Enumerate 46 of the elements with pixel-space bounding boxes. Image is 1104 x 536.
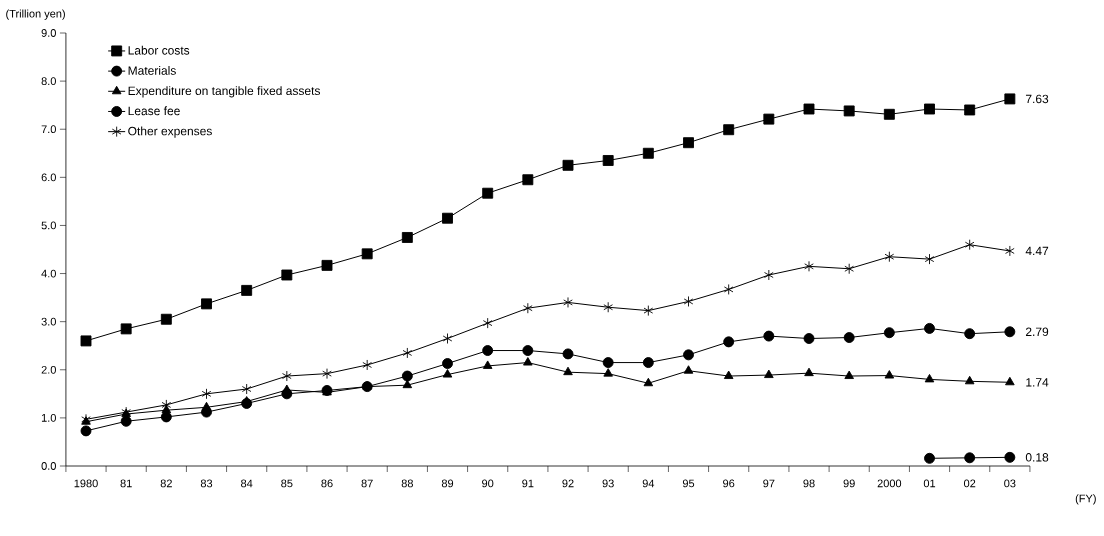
y-tick-label: 0.0 xyxy=(41,462,56,470)
y-tick-label: 3.0 xyxy=(41,317,56,326)
data-label: 4.47 xyxy=(1025,246,1049,256)
legend-label: Materials xyxy=(128,66,176,75)
x-tick-label: 86 xyxy=(321,479,333,488)
x-axis-title: (FY) xyxy=(1075,494,1096,505)
x-tick-label: 03 xyxy=(1004,479,1016,488)
data-label: 7.63 xyxy=(1025,94,1049,104)
legend-label: Expenditure on tangible fixed assets xyxy=(128,86,320,98)
y-tick-label: 4.0 xyxy=(41,269,56,278)
x-tick-label: 2000 xyxy=(877,479,902,488)
x-tick-label: 02 xyxy=(964,479,976,488)
y-tick-label: 2.0 xyxy=(41,365,56,374)
x-tick-label: 98 xyxy=(803,479,815,488)
x-tick-label: 92 xyxy=(562,479,574,488)
x-tick-label: 88 xyxy=(401,479,413,488)
data-label: 0.18 xyxy=(1025,453,1049,462)
x-tick-label: 82 xyxy=(160,479,172,488)
x-tick-label: 90 xyxy=(482,479,494,488)
x-tick-label: 99 xyxy=(843,479,855,488)
y-tick-label: 1.0 xyxy=(41,413,56,422)
data-label: 1.74 xyxy=(1026,378,1049,387)
y-tick-label: 9.0 xyxy=(41,29,56,37)
legend-label: Labor costs xyxy=(128,45,190,55)
x-tick-label: 1980 xyxy=(74,479,98,488)
y-tick-label: 5.0 xyxy=(41,221,56,230)
x-tick-label: 93 xyxy=(602,479,614,488)
legend-label: Lease fee xyxy=(128,106,180,116)
legend-label: Other expenses xyxy=(128,126,212,138)
x-tick-label: 85 xyxy=(281,479,293,488)
x-tick-label: 83 xyxy=(200,479,213,488)
x-tick-label: 91 xyxy=(522,479,534,488)
y-tick-label: 6.0 xyxy=(41,173,56,182)
x-tick-label: 97 xyxy=(763,479,775,488)
data-label: 2.79 xyxy=(1025,327,1049,337)
x-tick-label: 87 xyxy=(361,479,373,488)
y-tick-label: 8.0 xyxy=(41,77,56,86)
x-tick-label: 89 xyxy=(441,479,454,488)
y-axis-title: (Trillion yen) xyxy=(6,9,65,20)
x-tick-label: 81 xyxy=(120,479,132,488)
x-tick-label: 94 xyxy=(642,479,655,488)
x-tick-label: 01 xyxy=(923,479,936,488)
x-tick-label: 96 xyxy=(723,479,735,488)
x-tick-label: 84 xyxy=(241,479,253,488)
y-tick-label: 7.0 xyxy=(41,125,56,134)
x-tick-label: 95 xyxy=(682,479,695,488)
